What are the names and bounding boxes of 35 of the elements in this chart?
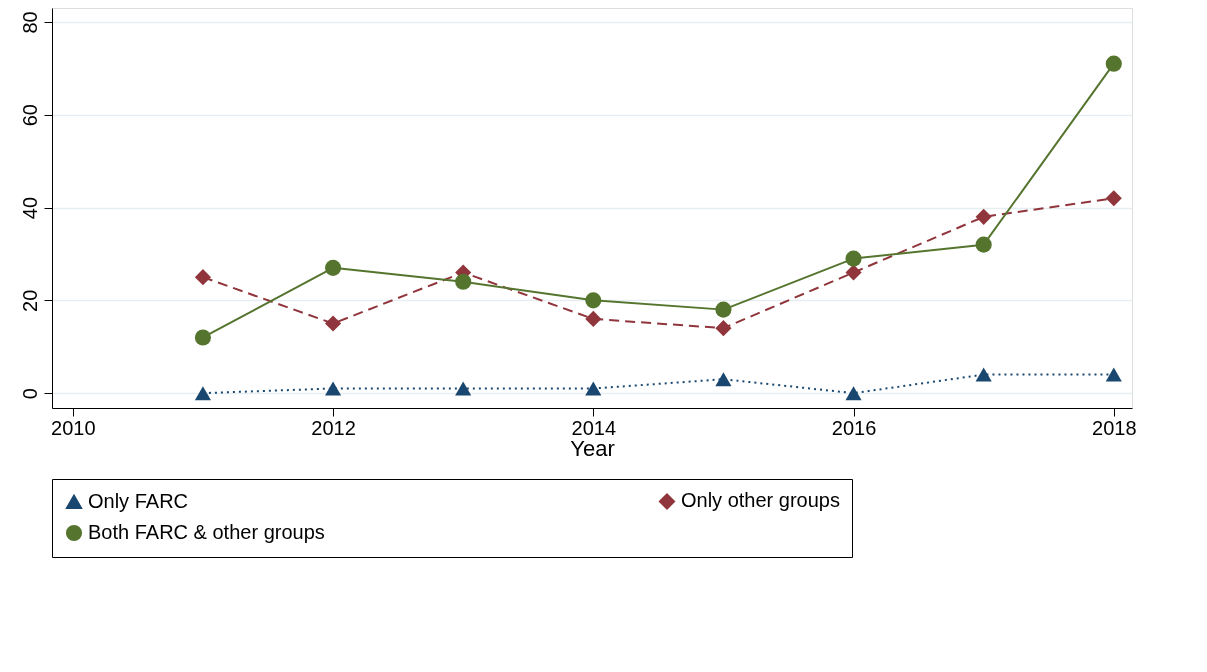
- point: [194, 386, 211, 401]
- point: [845, 386, 862, 401]
- point: [455, 273, 472, 290]
- x-tick-label: 2012: [311, 416, 356, 439]
- point: [1105, 55, 1122, 72]
- x-tick-label: 2010: [51, 416, 96, 439]
- point: [194, 269, 211, 286]
- point: [585, 310, 602, 327]
- y-tick-label: 80: [18, 11, 41, 34]
- y-tick-label: 40: [18, 196, 41, 220]
- legend-label: Only other groups: [681, 489, 840, 512]
- point: [1105, 367, 1122, 382]
- legend-label: Both FARC & other groups: [88, 521, 325, 543]
- point: [585, 292, 602, 309]
- point: [1105, 190, 1122, 207]
- point: [325, 381, 342, 396]
- y-tick-label: 0: [18, 388, 41, 400]
- legend-label: Only FARC: [88, 489, 189, 512]
- point: [715, 320, 732, 337]
- point: [975, 208, 992, 225]
- point: [455, 381, 472, 396]
- y-tick-label: 20: [18, 289, 41, 312]
- point: [325, 315, 342, 332]
- point: [715, 301, 732, 318]
- point: [715, 372, 732, 387]
- point: [975, 236, 992, 253]
- point: [585, 381, 602, 396]
- point: [325, 259, 342, 276]
- y-tick-label: 60: [18, 104, 41, 127]
- point: [845, 250, 862, 267]
- point: [194, 329, 211, 346]
- point: [975, 367, 992, 382]
- point: [845, 264, 862, 281]
- x-tick-label: 2018: [1092, 416, 1137, 439]
- x-tick-label: 2016: [831, 416, 877, 439]
